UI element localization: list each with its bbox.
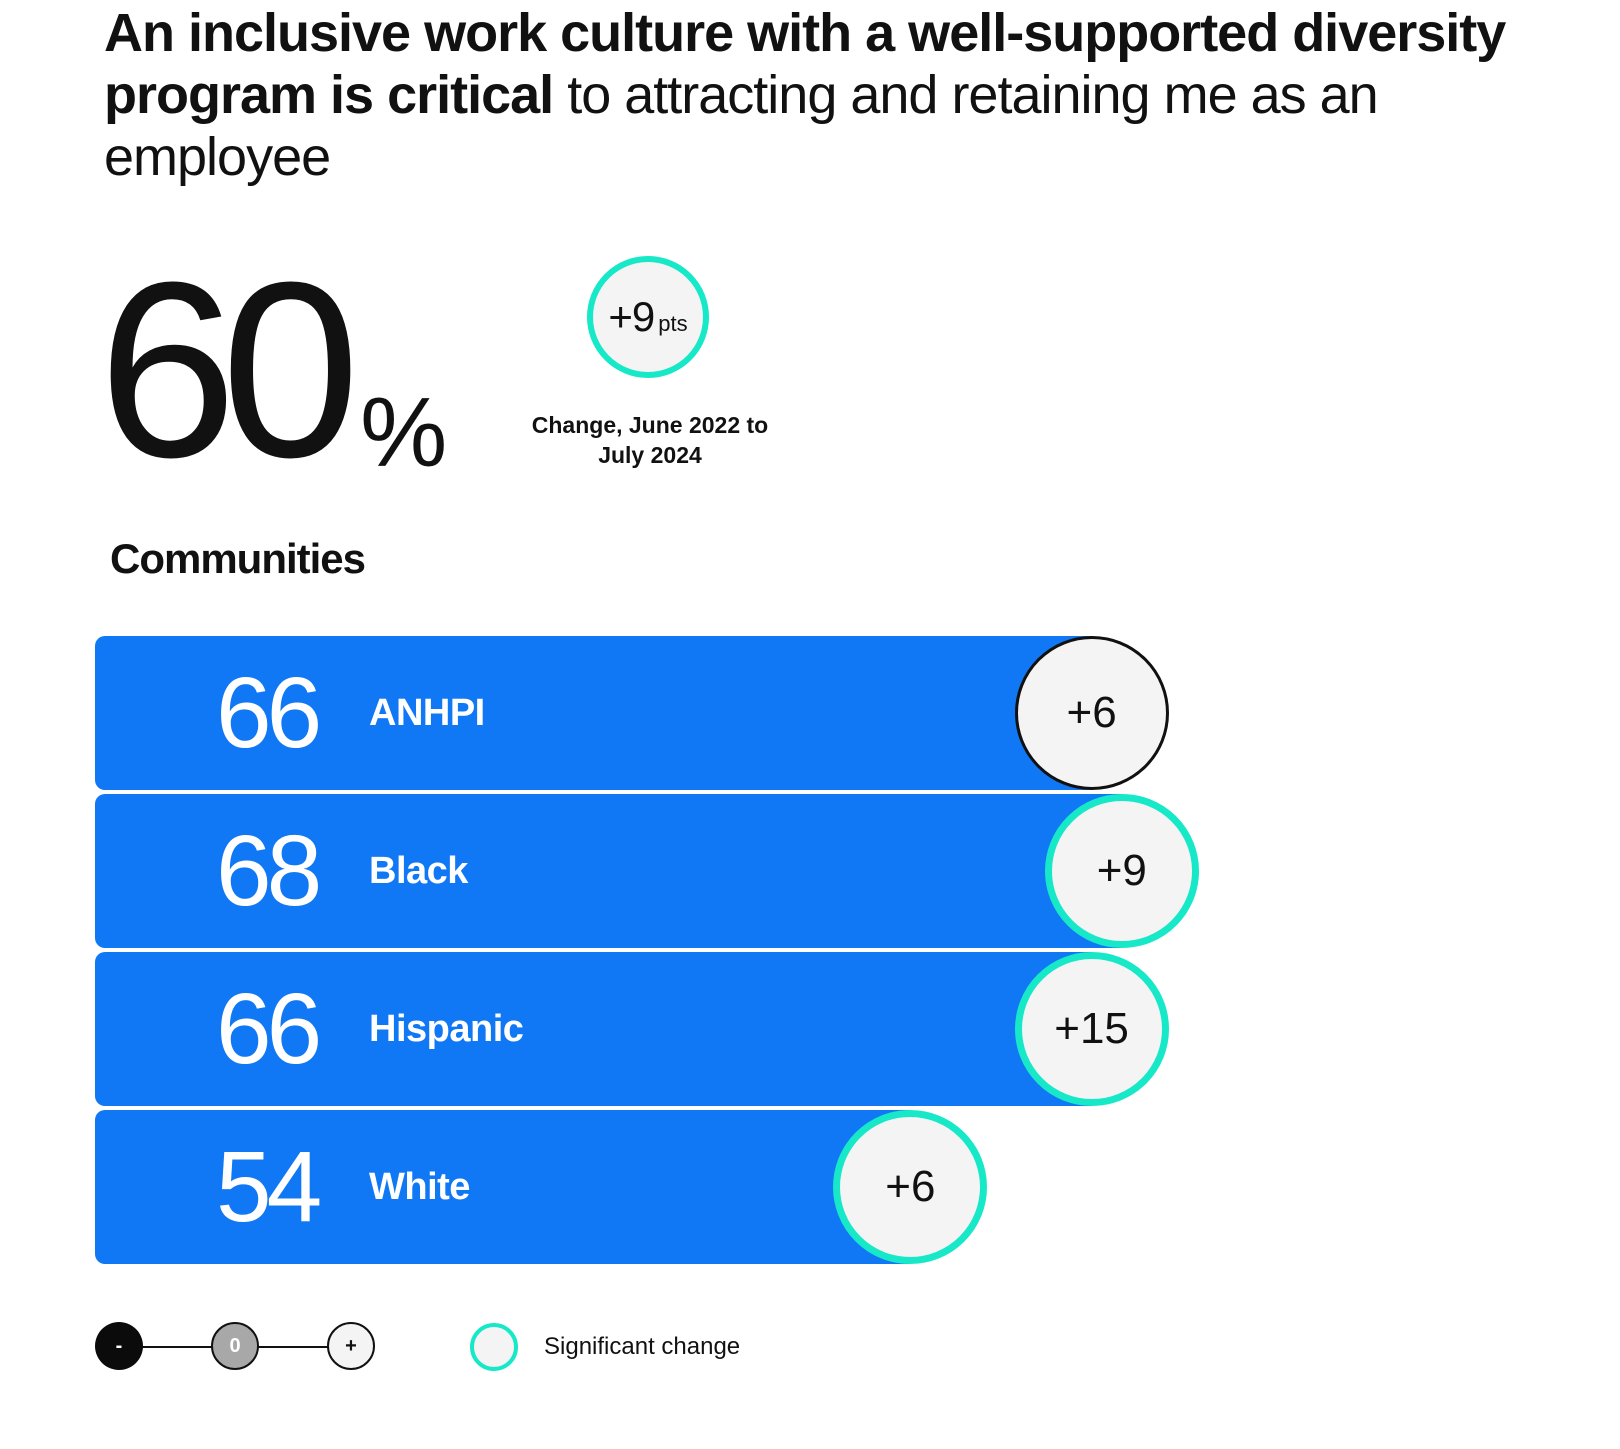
- bar-label-hispanic: Hispanic: [369, 1008, 524, 1050]
- bar-label-white: White: [369, 1166, 470, 1208]
- bar-value-hispanic: 66: [216, 973, 322, 1085]
- overall-unit: %: [360, 377, 448, 487]
- overall-value: 60: [98, 230, 360, 509]
- bar-value-white: 54: [216, 1131, 322, 1243]
- headline-regular: to attracting and retaining me as an emp…: [104, 65, 1379, 187]
- bar-black: [95, 794, 1122, 948]
- overall-change-badge: +9 pts: [587, 256, 709, 378]
- bar-value-black: 68: [216, 815, 322, 927]
- headline: An inclusive work culture with a well-su…: [104, 2, 1564, 188]
- change-circle-white: +6: [833, 1110, 988, 1264]
- change-circle-anhpi: +6: [1014, 636, 1169, 790]
- legend-positive-dot: +: [327, 1322, 375, 1370]
- change-caption: Change, June 2022 to July 2024: [531, 412, 769, 468]
- overall-change-unit: pts: [658, 311, 688, 336]
- bar-white: [95, 1110, 911, 1264]
- significant-change-label: Significant change: [544, 1333, 741, 1360]
- significant-ring-icon: [470, 1323, 518, 1371]
- bar-anhpi: [95, 636, 1092, 790]
- overall-stat: 60 %: [98, 230, 448, 509]
- bar-label-anhpi: ANHPI: [369, 692, 485, 734]
- headline-bold: An inclusive work culture with a well-su…: [104, 3, 1506, 125]
- bar-value-anhpi: 66: [216, 657, 322, 769]
- section-title: Communities: [110, 535, 366, 582]
- overall-change-value: +9: [608, 293, 655, 340]
- change-circle-black: +9: [1044, 794, 1199, 948]
- significant-change-legend: Significant change: [470, 1322, 740, 1372]
- change-circle-hispanic: +15: [1014, 952, 1169, 1106]
- bar-hispanic: [95, 952, 1092, 1106]
- change-scale-legend: - 0 +: [95, 1322, 375, 1372]
- legend-negative-dot: -: [95, 1322, 143, 1370]
- bar-label-black: Black: [369, 850, 468, 892]
- legend-zero-dot: 0: [211, 1322, 259, 1370]
